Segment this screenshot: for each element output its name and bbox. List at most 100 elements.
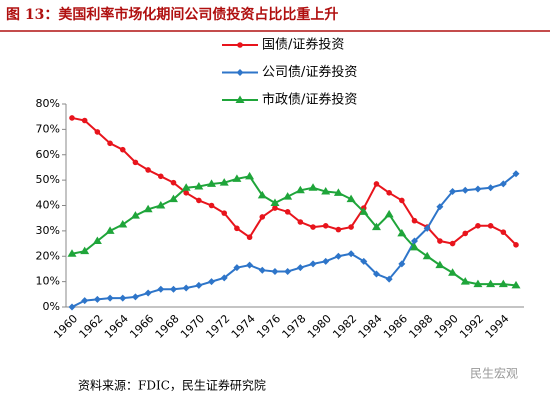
y-tick-label: 60% [36,148,60,161]
point [92,236,102,245]
point [259,214,266,220]
point [232,174,242,182]
x-tick-label: 1982 [330,312,359,341]
point [335,226,342,233]
point [283,192,293,200]
point [449,188,457,196]
x-tick-label: 1986 [381,312,410,341]
point [360,257,368,265]
point [411,237,419,245]
point [386,190,392,196]
point [385,275,393,283]
y-tick-label: 10% [36,275,60,288]
point [322,257,330,265]
x-tick-label: 1962 [77,312,106,341]
point [219,178,229,186]
point [257,190,267,199]
point [246,234,253,241]
point [156,201,166,209]
point [208,202,215,209]
y-tick-label: 0% [43,300,60,313]
point [132,159,139,166]
y-tick-label: 80% [36,97,60,110]
point [69,115,75,121]
legend-label: 市政债/证券投资 [262,92,357,108]
point [437,238,443,244]
point [208,278,216,286]
point [68,303,76,311]
point [220,274,228,282]
point [448,268,458,276]
point [512,170,520,178]
x-tick-label: 1972 [203,312,232,341]
y-tick-label: 70% [36,122,60,135]
point [93,295,101,303]
point [81,297,89,305]
point [371,222,381,231]
point [334,252,342,260]
point [436,203,444,211]
point [207,179,217,187]
source: 资料来源：FDIC，民生证券研究院 [78,378,266,393]
x-tick-label: 1984 [356,312,385,341]
point [106,294,114,302]
point [194,181,204,190]
x-tick-label: 1988 [406,312,435,341]
point [258,266,266,274]
point [107,140,113,147]
point [235,95,245,103]
point [462,230,469,237]
y-tick-label: 30% [36,224,60,237]
point [498,279,508,288]
point [245,171,255,180]
point [398,260,406,268]
x-tick-label: 1974 [229,312,258,341]
point [411,217,418,224]
point [233,264,241,272]
legend-label: 公司债/证券投资 [262,64,357,80]
point [384,209,394,218]
point [158,173,164,180]
point [397,228,407,237]
series-line [71,116,517,246]
point [67,249,77,257]
point [182,284,190,292]
point [322,223,329,229]
point [310,224,316,230]
point [511,280,521,289]
point [130,211,140,219]
point [373,181,380,187]
x-tick-label: 1978 [280,312,309,341]
point [422,251,432,260]
point [170,179,177,186]
point [272,205,278,211]
point [236,69,244,76]
point [144,289,152,297]
legend-label: 国债/证券投资 [262,37,344,53]
point [271,267,279,275]
chart-title: 图 13：美国利率市场化期间公司债投资占比比重上升 [6,6,338,23]
point [195,281,203,289]
x-tick-label: 1992 [457,312,486,341]
y-tick-label: 50% [36,173,60,186]
point [359,207,369,215]
point [118,220,128,228]
point [410,242,420,251]
point [284,267,292,275]
point [460,277,470,285]
point [473,279,483,288]
point [80,246,90,255]
point [105,226,115,234]
x-tick-label: 1994 [483,312,512,341]
point [234,225,240,232]
point [168,194,178,203]
point [246,261,254,269]
y-tick-label: 20% [36,249,60,262]
x-tick-label: 1960 [51,312,80,341]
point [372,270,380,278]
point [221,210,228,216]
point [347,250,355,258]
x-tick-label: 1976 [254,312,283,341]
point [513,242,519,248]
